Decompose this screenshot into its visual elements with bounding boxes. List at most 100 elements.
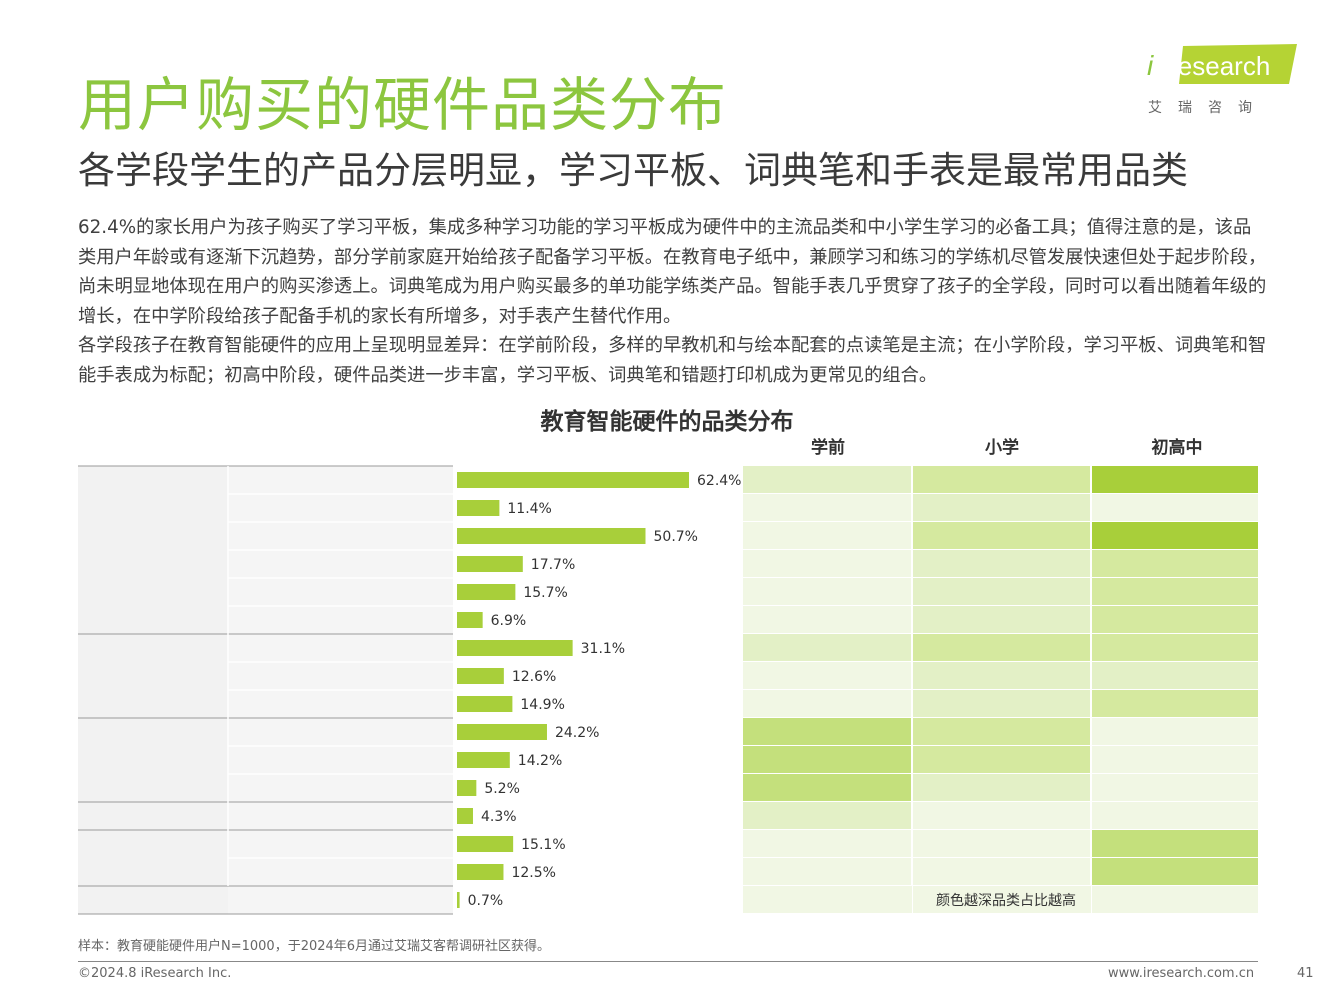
heatmap-cell — [913, 774, 1091, 801]
heatmap-cell — [913, 718, 1091, 745]
heatmap-header-secondary: 初高中 — [1151, 438, 1203, 458]
bar — [457, 752, 510, 768]
bar — [457, 864, 504, 880]
heatmap-cell — [1092, 746, 1258, 773]
bar-value-label: 15.7% — [523, 585, 567, 601]
heatmap-cell — [743, 774, 912, 801]
bar — [457, 780, 477, 796]
bar-value-label: 50.7% — [654, 529, 698, 545]
heatmap-cell — [913, 858, 1091, 885]
bar — [457, 836, 514, 852]
page-subtitle: 各学段学生的产品分层明显，学习平板、词典笔和手表是最常用品类 — [78, 149, 1188, 192]
bar — [457, 556, 523, 572]
bar — [457, 528, 646, 544]
heatmap-cell — [743, 494, 912, 521]
bar — [457, 500, 500, 516]
heatmap-cell — [913, 886, 1091, 913]
bar-value-label: 14.2% — [518, 753, 562, 769]
logo-brand-text: Research — [1159, 51, 1270, 81]
heatmap-cell — [1092, 718, 1258, 745]
bar-value-label: 62.4% — [697, 473, 741, 489]
logo-chinese: 艾瑞咨询 — [1148, 100, 1268, 116]
heatmap-cell — [743, 662, 912, 689]
heatmap-cell — [913, 606, 1091, 633]
heatmap-cell — [743, 858, 912, 885]
heatmap-cell — [913, 746, 1091, 773]
heatmap-cell — [1092, 802, 1258, 829]
bar-value-label: 4.3% — [481, 809, 517, 825]
heatmap-cell — [1092, 634, 1258, 661]
bar-value-label: 17.7% — [531, 557, 575, 573]
heatmap-legend-note: 颜色越深品类占比越高 — [936, 893, 1076, 909]
body-text: 62.4%的家长用户为孩子购买了学习平板，集成多种学习功能的学习平板成为硬件中的… — [78, 213, 1268, 390]
bar-value-label: 12.5% — [511, 865, 555, 881]
heatmap-cell — [743, 886, 912, 913]
heatmap-cell — [1092, 886, 1258, 913]
heatmap-cell — [913, 634, 1091, 661]
body-paragraph-1: 62.4%的家长用户为孩子购买了学习平板，集成多种学习功能的学习平板成为硬件中的… — [78, 217, 1267, 327]
bar-value-label: 31.1% — [581, 641, 625, 657]
heatmap-cell — [913, 494, 1091, 521]
heatmap-cell — [913, 522, 1091, 549]
heatmap-cell — [913, 802, 1091, 829]
heatmap-cell — [913, 466, 1091, 493]
heatmap-cell — [743, 690, 912, 717]
bar-value-label: 0.7% — [468, 893, 504, 909]
heatmap-header-preschool: 学前 — [811, 438, 845, 458]
bar — [457, 584, 516, 600]
bar — [457, 724, 547, 740]
logo-i: i — [1147, 50, 1154, 81]
bar-value-label: 6.9% — [491, 613, 527, 629]
heatmap-cell — [1092, 606, 1258, 633]
footer-divider — [78, 961, 1258, 962]
bar-value-label: 24.2% — [555, 725, 599, 741]
heatmap-cell — [1092, 858, 1258, 885]
bar — [457, 472, 689, 488]
heatmap-cell — [1092, 466, 1258, 493]
heatmap-cell — [743, 522, 912, 549]
page-title: 用户购买的硬件品类分布 — [78, 71, 728, 139]
heatmap-cell — [743, 802, 912, 829]
heatmap-cell — [743, 606, 912, 633]
heatmap-cell — [913, 578, 1091, 605]
heatmap-cell — [913, 550, 1091, 577]
heatmap-cell — [913, 690, 1091, 717]
copyright: ©2024.8 iResearch Inc. — [78, 966, 232, 981]
heatmap-cell — [1092, 662, 1258, 689]
heatmap-cell — [743, 718, 912, 745]
bar-value-label: 12.6% — [512, 669, 556, 685]
heatmap-cell — [1092, 522, 1258, 549]
heatmap-cell — [743, 466, 912, 493]
page-number: 41 — [1297, 966, 1314, 981]
heatmap-cell — [1092, 578, 1258, 605]
sample-note: 样本：教育硬能硬件用户N=1000，于2024年6月通过艾瑞艾客帮调研社区获得。 — [78, 939, 551, 954]
website-url[interactable]: www.iresearch.com.cn — [1108, 966, 1255, 981]
heatmap-cell — [913, 830, 1091, 857]
bar — [457, 640, 573, 656]
bar — [457, 892, 460, 908]
heatmap-cell — [743, 634, 912, 661]
heatmap-cell — [743, 830, 912, 857]
heatmap-cell — [1092, 494, 1258, 521]
heatmap-cell — [913, 662, 1091, 689]
bar — [457, 808, 473, 824]
bar — [457, 696, 513, 712]
heatmap-cell — [1092, 690, 1258, 717]
heatmap-cell — [1092, 830, 1258, 857]
heatmap-cell — [743, 578, 912, 605]
chart-title: 教育智能硬件的品类分布 — [540, 409, 794, 435]
bar-value-label: 5.2% — [484, 781, 520, 797]
body-paragraph-2: 各学段孩子在教育智能硬件的应用上呈现明显差异：在学前阶段，多样的早教机和与绘本配… — [78, 335, 1267, 386]
bar-value-label: 15.1% — [521, 837, 565, 853]
heatmap-cell — [743, 746, 912, 773]
heatmap-cell — [1092, 774, 1258, 801]
bar — [457, 668, 504, 684]
bar-value-label: 11.4% — [507, 501, 551, 517]
bar-value-label: 14.9% — [520, 697, 564, 713]
iresearch-logo: i Research — [1147, 44, 1297, 84]
heatmap-cell — [743, 550, 912, 577]
bar — [457, 612, 483, 628]
heatmap-cell — [1092, 550, 1258, 577]
heatmap-header-primary: 小学 — [985, 438, 1019, 458]
